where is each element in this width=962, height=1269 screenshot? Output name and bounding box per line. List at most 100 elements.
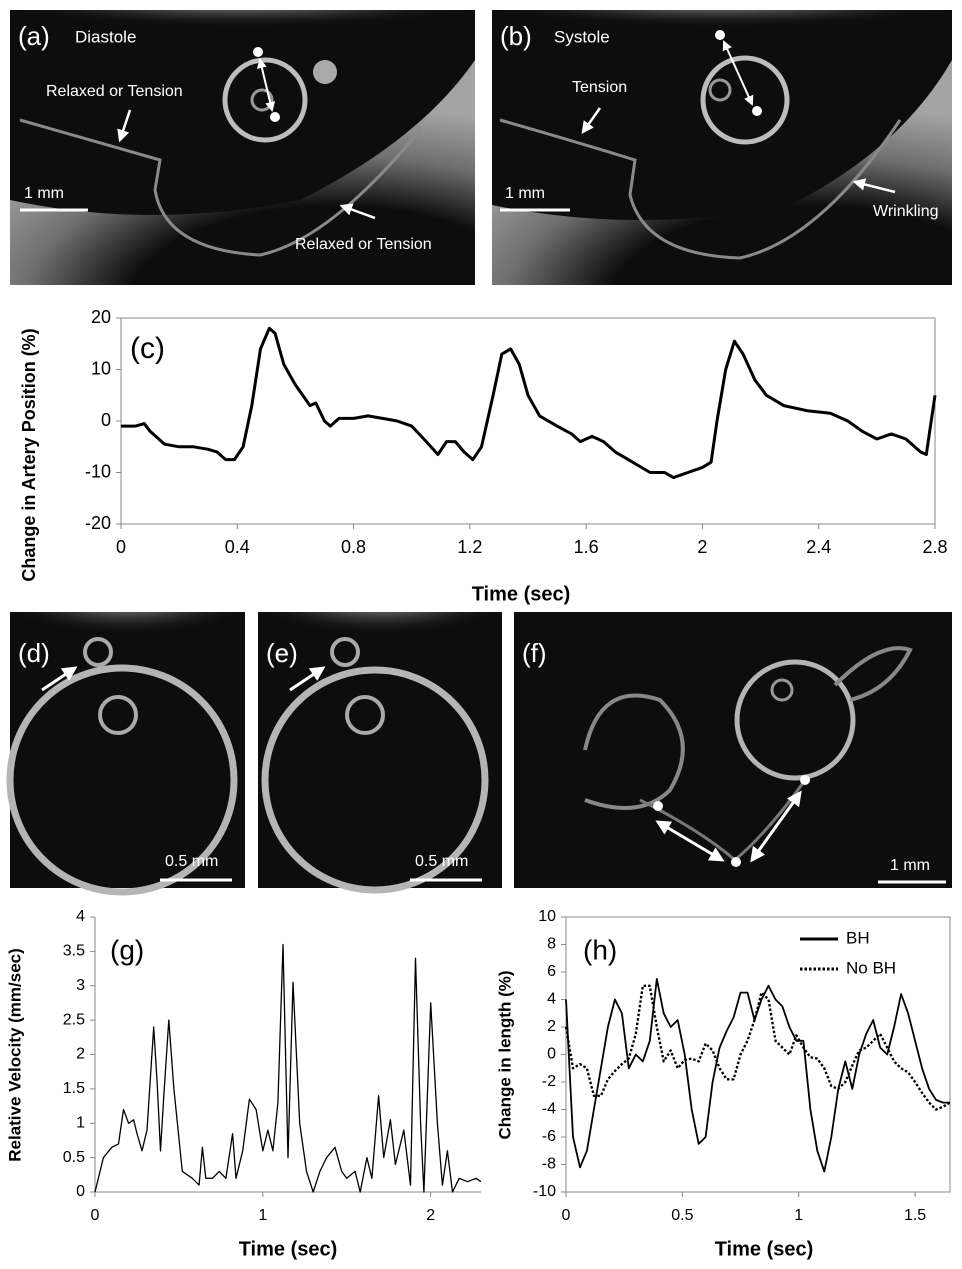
data-line [564, 984, 951, 1111]
arrow [655, 820, 725, 862]
data-line [121, 326, 937, 480]
vessel [330, 637, 360, 667]
x-tick-label: 0 [91, 1207, 100, 1224]
scale-label: 1 mm [24, 185, 64, 202]
arrow [852, 178, 896, 194]
x-tick-label: 0.8 [341, 537, 366, 557]
data-line [565, 978, 950, 1173]
phase-label: Systole [554, 27, 610, 46]
y-tick-label: 0 [76, 1183, 85, 1200]
x-tick-label: 2.4 [806, 537, 831, 557]
tissue [10, 10, 475, 70]
marker-dot [752, 106, 762, 116]
y-tick-label: 1.5 [63, 1080, 85, 1097]
y-tick-label: -10 [533, 1183, 556, 1200]
x-tick-label: 1 [794, 1207, 803, 1224]
y-tick-label: 10 [91, 358, 111, 378]
panel-b: (b) Systole Tension Wrinkling 1 mm [492, 10, 952, 285]
x-tick-label: 2.8 [922, 537, 947, 557]
panel-label: (h) [583, 934, 617, 965]
y-tick-label: 2 [547, 1018, 556, 1035]
panel-a: (a) Diastole Relaxed or Tension Relaxed … [10, 10, 475, 285]
vessel [583, 693, 685, 810]
marker-dot [731, 857, 741, 867]
marker-dot [253, 47, 263, 57]
arrow [289, 666, 326, 692]
y-tick-label: 8 [547, 936, 556, 953]
marker-dot [270, 112, 280, 122]
panel-label: (c) [130, 332, 165, 365]
arrow [41, 666, 78, 692]
y-tick-label: 1 [76, 1114, 85, 1131]
tissue [492, 60, 952, 285]
panel-e: (e) 0.5 mm [258, 612, 502, 894]
phase-label: Diastole [75, 27, 136, 46]
y-tick-label: -2 [542, 1073, 556, 1090]
artery [261, 666, 489, 894]
y-axis-title: Change in Artery Position (%) [19, 328, 39, 581]
y-tick-label: -20 [85, 513, 111, 533]
arrow [339, 203, 376, 220]
catheter [345, 695, 385, 735]
marker-dot [653, 801, 663, 811]
y-tick-label: 10 [538, 908, 556, 925]
panel-label: (f) [522, 638, 547, 668]
scan [514, 612, 952, 888]
y-tick-label: 4 [547, 991, 556, 1008]
vessel [313, 60, 337, 84]
legend-label: BH [846, 928, 870, 947]
y-tick-label: -10 [85, 461, 111, 481]
tissue [492, 10, 952, 70]
artery [6, 664, 238, 896]
y-tick-label: 0 [101, 410, 111, 430]
arrow [257, 58, 275, 112]
y-tick-label: 3.5 [63, 943, 85, 960]
tissue [258, 612, 502, 692]
vessel [833, 646, 913, 702]
scale-label: 0.5 mm [415, 853, 468, 870]
x-tick-label: 1.5 [904, 1207, 926, 1224]
x-tick-label: 2 [697, 537, 707, 557]
arrow [722, 40, 754, 106]
vessel [83, 637, 113, 667]
panel-label: (d) [18, 638, 50, 668]
y-tick-label: -8 [542, 1156, 556, 1173]
annotation: Relaxed or Tension [46, 83, 183, 100]
panel-label: (b) [500, 21, 532, 51]
y-tick-label: 4 [76, 908, 85, 925]
arrow [750, 790, 802, 863]
catheter [770, 678, 794, 702]
arrow [581, 107, 602, 135]
annotation: Wrinkling [873, 203, 939, 220]
y-tick-label: 2.5 [63, 1011, 85, 1028]
scale-label: 1 mm [505, 185, 545, 202]
y-tick-label: 0.5 [63, 1149, 85, 1166]
scale-label: 0.5 mm [165, 853, 218, 870]
x-tick-label: 0.4 [225, 537, 250, 557]
marker-dot [715, 30, 725, 40]
panel-f: (f) 1 mm [514, 612, 952, 888]
panel-d: (d) 0.5 mm [6, 612, 245, 896]
x-tick-label: 1.2 [457, 537, 482, 557]
tissue [10, 60, 475, 285]
artery [734, 659, 856, 781]
arrow [117, 109, 132, 143]
x-tick-label: 1.6 [574, 537, 599, 557]
scale-label: 1 mm [890, 857, 930, 874]
y-tick-label: 6 [547, 963, 556, 980]
marker-dot [800, 775, 810, 785]
y-tick-label: 20 [91, 307, 111, 327]
annotation: Relaxed or Tension [295, 236, 432, 253]
y-tick-label: 3 [76, 977, 85, 994]
x-tick-label: 2 [426, 1207, 435, 1224]
membrane [499, 118, 902, 260]
tissue [10, 612, 245, 692]
legend-label: No BH [846, 958, 896, 977]
y-tick-label: 2 [76, 1046, 85, 1063]
x-tick-label: 0 [562, 1207, 571, 1224]
y-axis-title: Relative Velocity (mm/sec) [5, 948, 24, 1162]
y-tick-label: -6 [542, 1128, 556, 1145]
panel-label: (a) [18, 21, 50, 51]
